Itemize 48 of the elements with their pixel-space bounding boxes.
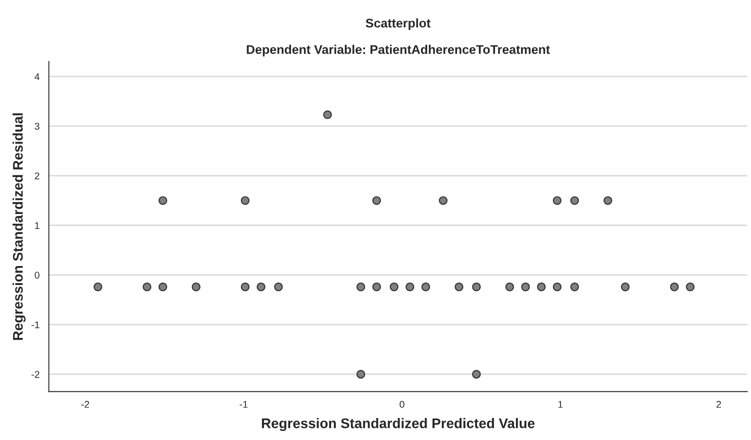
point [552,196,562,205]
x-tick-label: 0 [400,400,404,408]
y-tick-label: 0 [34,272,40,279]
point [438,196,448,205]
point [406,282,414,292]
point [142,282,152,292]
point [604,196,612,205]
point [240,196,250,205]
point [192,282,200,292]
point [472,282,481,292]
point [454,282,464,292]
point [256,282,266,292]
point [472,370,481,379]
x-tick-label: -1 [240,400,248,408]
y-tick-label: 4 [34,73,40,80]
x-tick-label: -2 [81,400,90,408]
point [274,282,283,292]
point [356,282,366,292]
point [94,282,102,292]
point [390,282,398,292]
point [372,282,382,292]
point [570,196,579,205]
y-tick-label: -2 [32,370,40,378]
point [421,282,430,292]
point [505,282,514,292]
point [158,196,168,205]
point [686,282,695,292]
x-axis-title: Regression Standardized Predicted Value [262,418,535,432]
point [240,282,250,292]
y-tick-label: 2 [34,172,40,180]
point [372,196,382,205]
chart-title: Scatterplot [366,18,431,30]
point [570,282,579,292]
point [323,110,332,120]
y-tick-label: 3 [34,122,40,130]
y-axis-title: Regression Standardized Residual [12,113,26,340]
point [620,282,630,292]
point [552,282,562,292]
y-tick-label: 1 [35,222,40,229]
chart-subtitle: Dependent Variable: PatientAdherenceToTreatment [246,44,550,56]
y-tick-label: -1 [32,321,40,328]
point [521,282,530,292]
point [158,282,168,292]
point [670,282,679,292]
x-tick-label: 1 [558,400,563,408]
point [537,282,546,292]
x-tick-label: 2 [716,400,721,408]
point [356,370,366,379]
